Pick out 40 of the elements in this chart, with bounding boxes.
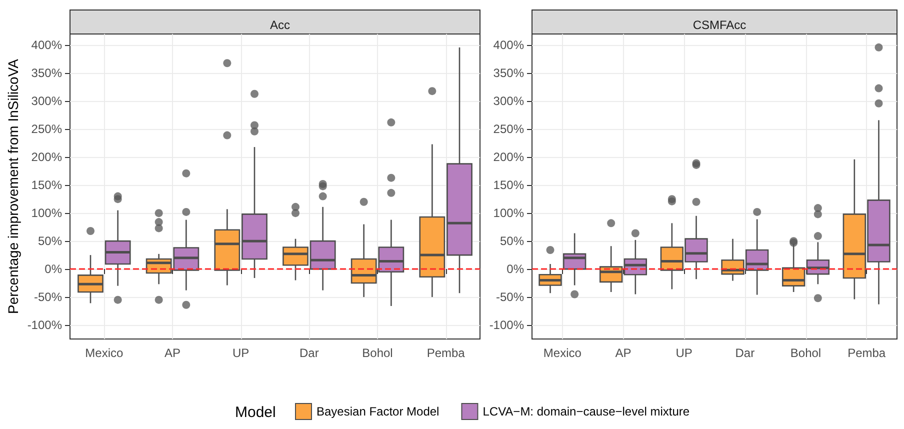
legend-label: Bayesian Factor Model [316, 404, 440, 418]
chart-title: CSMFAcc [692, 18, 746, 32]
x-tick-label: Dar [735, 346, 755, 360]
x-tick-label: Pemba [426, 346, 466, 360]
y-tick-label: 200% [31, 150, 62, 164]
y-tick-label: 300% [31, 94, 62, 108]
chart-title: Acc [270, 18, 290, 32]
y-tick-label: 150% [31, 178, 62, 192]
y-tick-label: -50% [34, 290, 62, 304]
y-tick-label: 350% [493, 66, 524, 80]
x-tick-label: AP [164, 346, 181, 360]
y-tick-label: 50% [500, 234, 524, 248]
y-tick-label: -50% [496, 290, 524, 304]
legend-label: LCVA−M: domain−cause−level mixture [482, 404, 690, 418]
y-tick-label: 0% [506, 262, 524, 276]
y-tick-label: 50% [38, 234, 62, 248]
y-axis-title: Percentage improvement from InSilicoVA [5, 58, 21, 314]
y-tick-label: 250% [31, 122, 62, 136]
x-tick-label: UP [676, 346, 692, 360]
y-tick-label: 250% [493, 122, 524, 136]
x-tick-label: Mexico [85, 346, 124, 360]
x-tick-label: Mexico [543, 346, 582, 360]
y-tick-label: 100% [493, 206, 524, 220]
x-tick-label: AP [615, 346, 632, 360]
y-tick-label: 350% [31, 66, 62, 80]
x-tick-label: UP [232, 346, 250, 360]
x-tick-label: Bohol [362, 346, 393, 360]
x-tick-label: Pemba [848, 346, 886, 360]
y-tick-label: 300% [493, 94, 524, 108]
y-tick-label: 400% [493, 38, 524, 52]
x-tick-label: Bohol [790, 346, 822, 360]
y-tick-label: 100% [31, 206, 62, 220]
y-tick-label: 400% [31, 38, 62, 52]
y-tick-label: -100% [489, 318, 524, 332]
y-tick-label: 200% [493, 150, 524, 164]
legend-title: Model [235, 404, 276, 421]
y-tick-label: -100% [27, 318, 62, 332]
y-tick-label: 0% [44, 262, 62, 276]
y-tick-label: 150% [493, 178, 524, 192]
x-tick-label: Dar [299, 346, 319, 360]
